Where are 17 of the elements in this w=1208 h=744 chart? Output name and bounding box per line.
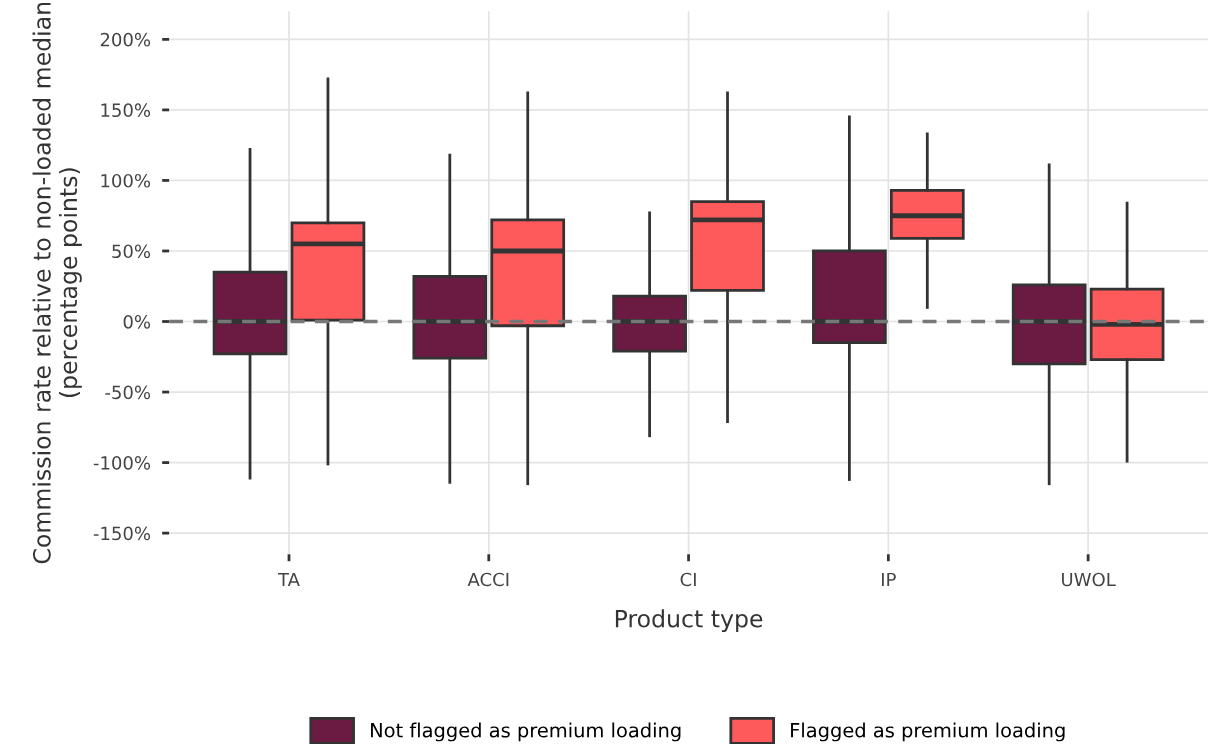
y-tick-label: 0% bbox=[123, 314, 151, 329]
x-tick-label: IP bbox=[882, 572, 896, 587]
legend-label: Not flagged as premium loading bbox=[371, 722, 681, 742]
x-tick-label: ACCI bbox=[467, 572, 509, 587]
y-tick-label: -50% bbox=[105, 385, 151, 400]
y-axis-title: Commission rate relative to non-loaded median (percentage points) bbox=[32, 2, 82, 564]
x-tick-label: CI bbox=[680, 572, 696, 587]
x-axis-title: Product type bbox=[615, 609, 763, 633]
x-tick-label: UWOL bbox=[1062, 572, 1116, 587]
y-tick-label: 150% bbox=[101, 103, 151, 118]
y-tick-label: 200% bbox=[100, 32, 151, 47]
y-tick-label: 50% bbox=[112, 244, 151, 259]
x-tick-label: TA bbox=[277, 572, 300, 587]
y-tick-label: 100% bbox=[101, 173, 151, 188]
legend-label: Flagged as premium loading bbox=[791, 722, 1065, 742]
y-tick-label: -150% bbox=[93, 526, 151, 541]
y-tick-label: -100% bbox=[93, 456, 151, 470]
